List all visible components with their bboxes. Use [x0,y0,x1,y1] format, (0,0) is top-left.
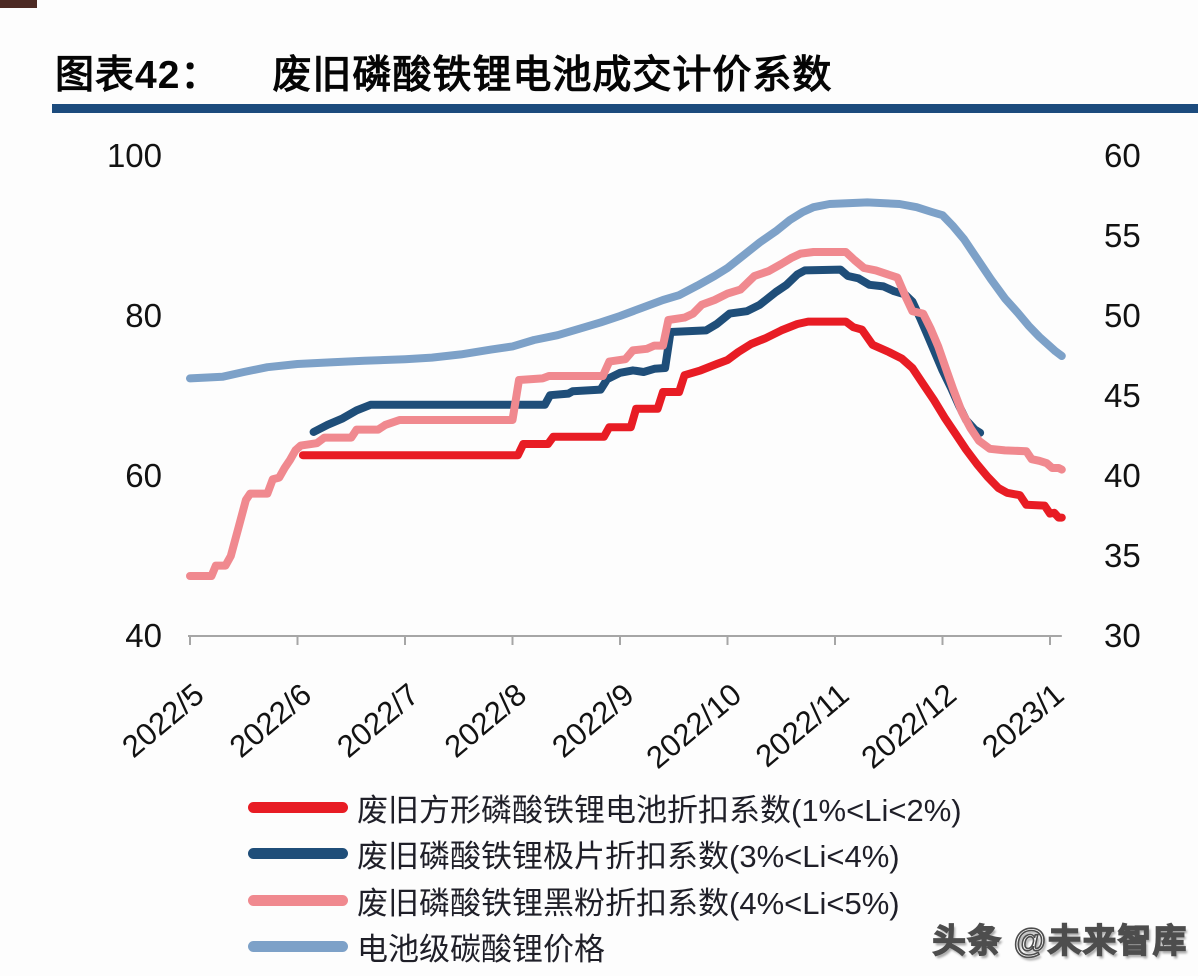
legend-label: 废旧磷酸铁锂极片折扣系数(3%<Li<4%) [357,839,900,875]
left-axis-tick-label: 80 [125,297,162,334]
x-axis-tick-label: 2022/9 [545,677,640,765]
chart-title: 图表42： 废旧磷酸铁锂电池成交计价系数 [55,44,832,100]
left-axis-tick-label: 100 [107,137,162,174]
x-axis-tick-label: 2022/12 [855,677,963,776]
x-axis-tick-label: 2022/5 [115,677,210,765]
x-axis-tick-label: 2022/7 [330,677,425,765]
legend-swatch-lightblue-line [248,941,348,953]
right-axis-tick-label: 30 [1104,617,1141,654]
series-line-0 [298,317,1066,522]
legend-swatch-red-line [248,801,348,813]
series-line-1 [309,265,985,437]
legend-item: 电池级碳酸锂价格 [248,924,962,971]
x-axis-tick-label: 2022/10 [640,677,748,776]
x-axis-tick-label: 2022/8 [438,677,533,765]
left-axis-tick-label: 60 [125,457,162,494]
right-axis-tick-label: 45 [1104,377,1141,414]
legend-swatch-darkblue-line [248,848,348,860]
series-line-3 [186,198,1066,383]
chart-legend: 废旧方形磷酸铁锂电池折扣系数(1%<Li<2%) 废旧磷酸铁锂极片折扣系数(3%… [248,784,962,970]
legend-item: 废旧磷酸铁锂极片折扣系数(3%<Li<4%) [248,831,962,878]
legend-label: 废旧磷酸铁锂黑粉折扣系数(4%<Li<5%) [357,885,900,921]
x-axis-tick-label: 2023/1 [975,677,1070,765]
right-axis-tick-label: 55 [1104,217,1141,254]
chart-title-text: 废旧磷酸铁锂电池成交计价系数 [272,54,833,97]
title-divider-bar [52,104,1198,113]
series-line-2 [186,248,1066,580]
right-axis-tick-label: 40 [1104,457,1141,494]
right-axis-tick-label: 60 [1104,137,1141,174]
legend-item: 废旧磷酸铁锂黑粉折扣系数(4%<Li<5%) [248,877,962,924]
legend-label: 电池级碳酸锂价格 [357,932,605,968]
right-axis-tick-label: 35 [1104,537,1141,574]
legend-swatch-pink-line [248,894,348,906]
chart-title-prefix: 图表42： [55,54,221,97]
page-corner-decoration [0,0,37,8]
x-axis-tick-label: 2022/6 [223,677,318,765]
x-axis-tick-label: 2022/11 [749,677,856,774]
watermark-text: 头条 @未来智库 [932,921,1188,960]
left-axis-tick-label: 40 [125,617,162,654]
legend-label: 废旧方形磷酸铁锂电池折扣系数(1%<Li<2%) [357,792,962,828]
line-chart: 2022/5 2022/6 2022/7 2022/8 2022/9 2022/10 202… [107,137,1141,776]
right-axis-tick-label: 50 [1104,297,1141,334]
legend-item: 废旧方形磷酸铁锂电池折扣系数(1%<Li<2%) [248,784,962,831]
